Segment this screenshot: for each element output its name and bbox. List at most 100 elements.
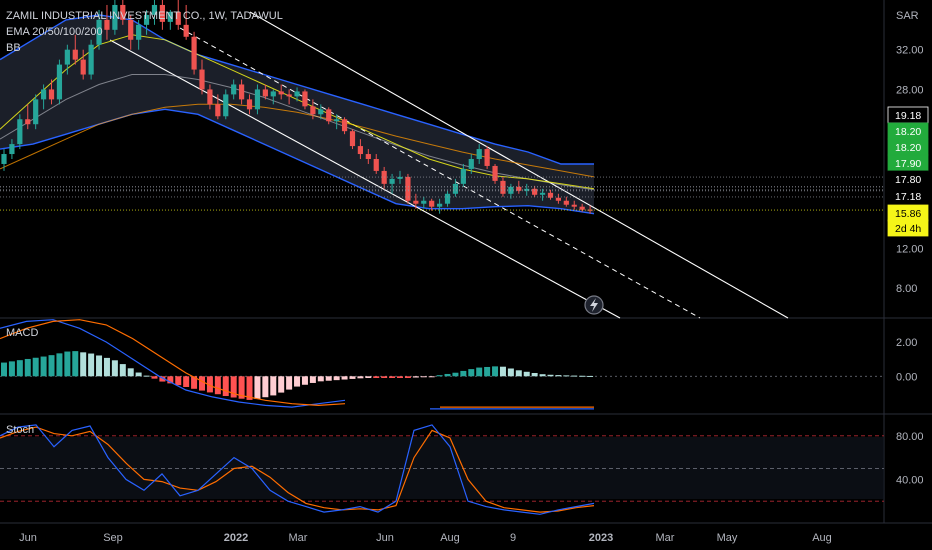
price-tag: 17.80 [887, 170, 929, 188]
candle-body [64, 49, 70, 65]
macd-axis[interactable]: 2.00 0.00 [896, 337, 917, 383]
macd-histogram-bar [286, 376, 293, 390]
candle-body [452, 183, 459, 194]
macd-histogram-bar [246, 376, 253, 400]
macd-histogram-bar [523, 371, 530, 377]
candle-body [33, 99, 39, 125]
macd-histogram-bar [111, 360, 118, 377]
candle-body [476, 149, 482, 159]
candle-body [96, 19, 102, 45]
price-tag-label: 18.20 [895, 142, 921, 154]
candle [41, 84, 47, 110]
candle [9, 139, 15, 159]
macd-histogram-bar [404, 376, 411, 378]
macd-histogram-bar [167, 376, 174, 384]
candle-body [254, 89, 261, 110]
candle-body [532, 188, 538, 195]
candle [96, 9, 102, 50]
channel-mid-line [179, 27, 701, 319]
price-tick-label: 8.00 [896, 283, 917, 295]
macd-histogram-bar [270, 376, 277, 396]
macd-histogram-bar [32, 357, 39, 377]
macd-histogram-bar [8, 361, 15, 377]
candle [88, 39, 94, 80]
macd-histogram-bar [230, 376, 237, 398]
macd-pane[interactable] [0, 319, 884, 410]
time-axis[interactable]: Jun Sep 2022 Mar Jun Aug 9 2023 Mar May Aug [19, 532, 832, 544]
candle-body [302, 91, 308, 107]
candle [175, 0, 181, 30]
candle-body [136, 24, 142, 40]
candle-body [318, 109, 324, 115]
candle-body [191, 36, 197, 70]
price-tag: 17.18 [887, 187, 929, 205]
candle [539, 188, 546, 201]
candle [48, 79, 55, 105]
candle [64, 44, 70, 75]
candle-body [349, 131, 356, 147]
candle-body [151, 4, 158, 15]
macd-legend[interactable]: MACD [6, 327, 38, 339]
macd-histogram-bar [56, 353, 63, 377]
candle-body [17, 119, 23, 145]
price-level-lines [0, 176, 884, 211]
time-tick-label: Sep [103, 532, 123, 544]
candle-body [500, 180, 506, 194]
candle-body [539, 192, 546, 195]
macd-histogram-bar [151, 376, 158, 379]
macd-histogram-bar [444, 373, 451, 377]
candle [460, 163, 466, 187]
stoch-tick-label: 80.00 [896, 431, 924, 443]
symbol-title[interactable]: ZAMIL INDUSTRIAL INVESTMENT CO., 1W, TAD… [6, 10, 283, 22]
candle [555, 193, 561, 204]
price-tag-label: 17.90 [895, 158, 921, 170]
candle-body [72, 49, 78, 60]
price-tag-box [887, 187, 929, 205]
candles[interactable] [1, 0, 593, 214]
time-tick-label: 2023 [589, 532, 613, 544]
price-axis[interactable]: SAR 32.00 28.00 12.00 8.00 [896, 10, 924, 295]
macd-histogram-bar [40, 356, 47, 377]
candle [365, 149, 371, 164]
candle-body [341, 119, 348, 132]
candle-body [1, 154, 7, 164]
bb-legend[interactable]: BB [6, 42, 21, 54]
candle-body [246, 99, 253, 110]
ema-legend[interactable]: EMA 20/50/100/200 [6, 26, 103, 38]
macd-histogram-bar [1, 362, 7, 377]
stoch-legend[interactable]: Stoch [6, 424, 34, 436]
candle-body [389, 178, 395, 184]
macd-histogram-bar [476, 367, 483, 377]
candle-body [175, 11, 181, 25]
candle [270, 89, 276, 105]
currency-label: SAR [896, 10, 919, 22]
candle [373, 154, 379, 174]
regression-channel[interactable] [109, 11, 789, 319]
candle-body [128, 19, 134, 40]
lightning-icon[interactable] [584, 295, 604, 315]
price-tick-label: 12.00 [896, 243, 924, 255]
candle-body [270, 91, 276, 97]
candle-body [80, 59, 86, 75]
candle-body [555, 197, 561, 201]
price-tag: 18.20 [887, 122, 929, 140]
stoch-axis[interactable]: 80.00 40.00 [896, 431, 924, 487]
candle-body [421, 200, 427, 204]
candle [25, 104, 31, 130]
macd-histogram-bar [484, 366, 491, 377]
candle-body [120, 4, 126, 20]
ema-100-line [0, 103, 595, 178]
candle-body [207, 89, 213, 105]
candle-body [231, 84, 237, 95]
price-pane[interactable] [0, 0, 884, 319]
macd-histogram-bar [436, 375, 443, 377]
macd-histogram-bar [357, 376, 364, 379]
candle [151, 0, 158, 25]
candle [571, 200, 577, 210]
stoch-pane[interactable] [0, 424, 884, 515]
candle [207, 84, 213, 110]
candle-body [48, 89, 55, 100]
candle-body [223, 94, 229, 117]
candle-body [334, 119, 340, 122]
